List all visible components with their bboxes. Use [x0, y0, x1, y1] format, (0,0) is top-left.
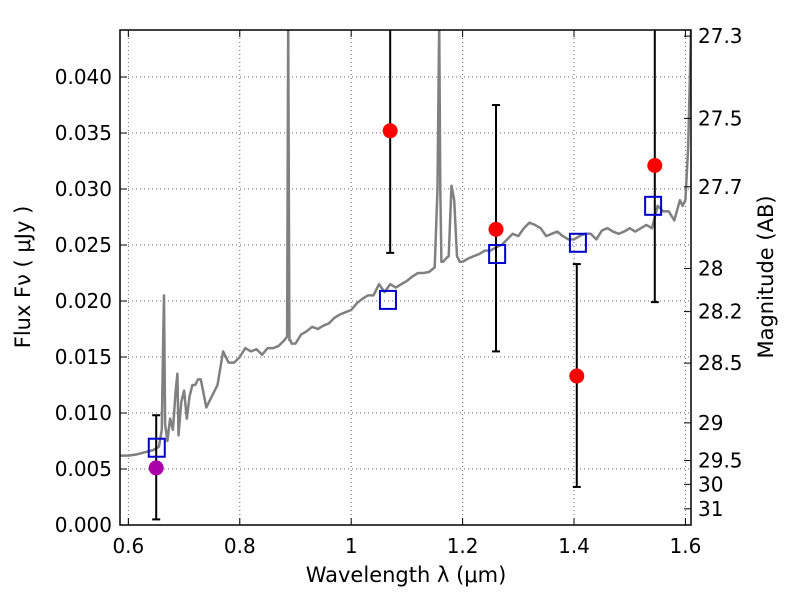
template-spectrum-line	[120, 30, 691, 457]
x-tick-label: 1.4	[558, 534, 590, 558]
magnitude-tick-label: 29	[698, 411, 723, 435]
magnitude-tick-label: 28.2	[698, 300, 743, 324]
x-axis-label: Wavelength λ (μm)	[306, 563, 507, 587]
y-tick-label: 0.040	[55, 65, 112, 89]
model-band-flux-marker	[568, 232, 587, 253]
y-tick-label: 0.010	[55, 401, 112, 425]
magnitude-tick-label: 30	[698, 472, 723, 496]
y-tick-label: 0.020	[55, 289, 112, 313]
y-tick-label: 0.005	[55, 457, 112, 481]
dropout-flux-point	[148, 460, 164, 476]
magnitude-tick-label: 31	[698, 497, 723, 521]
measured-flux-point	[647, 158, 663, 174]
plot-frame	[119, 29, 692, 526]
axis-ticks: 0.6 0.8 1 1.2 1.4 1.6 0.000 0.005 0.010 0.015 0.02…	[55, 24, 743, 558]
model-band-flux-marker	[378, 289, 397, 310]
errorbar-layer	[152, 30, 659, 521]
model-band-flux-marker	[488, 243, 507, 264]
magnitude-tick-label: 27.5	[698, 106, 743, 130]
x-tick-label: 1	[345, 534, 358, 558]
grid	[120, 30, 691, 525]
y-tick-label: 0.025	[55, 233, 112, 257]
marker-layer	[147, 123, 663, 476]
y-tick-label: 0.035	[55, 121, 112, 145]
y-tick-label: 0.015	[55, 345, 112, 369]
y-tick-label: 0.030	[55, 177, 112, 201]
magnitude-tick-label: 27.3	[698, 24, 743, 48]
magnitude-axis-label: Magnitude (AB)	[754, 195, 778, 358]
magnitude-tick-label: 29.5	[698, 449, 743, 473]
magnitude-tick-label: 27.7	[698, 175, 743, 199]
model-band-flux-marker	[644, 195, 663, 216]
model-band-flux-marker	[147, 437, 166, 458]
x-tick-label: 0.6	[112, 534, 144, 558]
measured-flux-point	[382, 123, 398, 139]
x-tick-label: 1.6	[670, 534, 702, 558]
y-tick-label: 0.000	[55, 513, 112, 537]
measured-flux-point	[569, 368, 585, 384]
magnitude-tick-label: 28.5	[698, 351, 743, 375]
template-spectrum-layer	[120, 30, 691, 457]
magnitude-tick-label: 28	[698, 256, 723, 280]
x-tick-label: 0.8	[224, 534, 256, 558]
y-axis-label: Flux Fν ( μJy )	[11, 206, 35, 349]
x-tick-label: 1.2	[447, 534, 479, 558]
measured-flux-point	[488, 221, 504, 237]
